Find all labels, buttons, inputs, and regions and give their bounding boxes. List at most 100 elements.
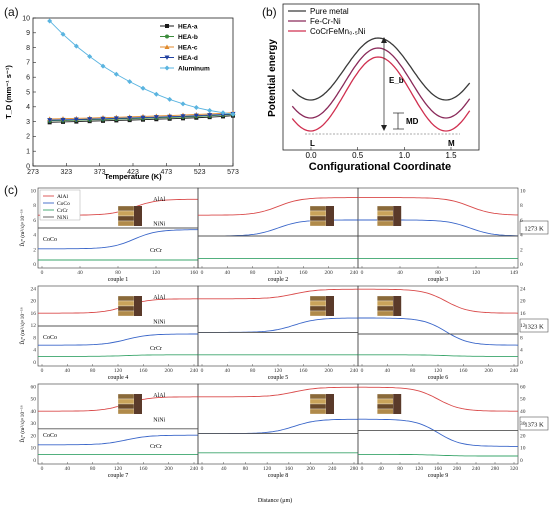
layer-side: [326, 206, 334, 226]
y-tick-label-right: 10: [520, 188, 526, 194]
y-tick-label: 3: [26, 119, 30, 126]
x-tick-label: 40: [397, 270, 403, 276]
panel-a-label: (a): [4, 5, 19, 19]
y-tick-label: 10: [31, 446, 37, 452]
layer: [117, 305, 135, 312]
curve-labels: AlAl NiNi CoCo CrCr: [43, 393, 166, 450]
y-tick-label: 60: [31, 384, 37, 390]
data-point: [60, 117, 66, 123]
layer: [309, 305, 327, 312]
panel-b-curves: [291, 37, 471, 132]
curve-crcr: [358, 453, 518, 457]
y-tick-label: 40: [31, 409, 37, 415]
eb-arrow-head-down: [381, 125, 387, 131]
diffusion-couple-icon: [117, 295, 142, 317]
y-tick-label-right: 0: [520, 458, 523, 464]
y-tick-label-right: 0: [520, 262, 523, 268]
couple-label: couple 4: [108, 375, 129, 381]
data-point: [230, 111, 236, 117]
y-tick-label: 10: [31, 188, 37, 194]
diffusion-couple-icon: [377, 205, 402, 227]
y-tick-label: 20: [31, 299, 37, 305]
layer: [117, 408, 135, 415]
x-tick-label: 280: [350, 466, 359, 472]
data-point: [207, 113, 213, 118]
layer: [377, 393, 394, 400]
x-tick-label: 0.0: [305, 151, 317, 160]
x-tick-label: 0: [41, 466, 44, 472]
diffusion-couple-icon: [117, 205, 142, 227]
legend-label: Pure metal: [310, 7, 349, 16]
y-tick-label: 2: [26, 134, 30, 141]
curve-coco: [38, 333, 198, 346]
legend-box: [39, 189, 81, 221]
diffusion-couple-icon: [309, 205, 334, 227]
data-point: [140, 115, 146, 121]
x-tick-label: 40: [385, 368, 391, 374]
y-tick-label-right: 40: [520, 409, 526, 415]
layer: [117, 215, 135, 222]
legend-swatch-marker: [165, 24, 169, 28]
series-aluminum: [47, 18, 236, 117]
x-tick-label: 40: [378, 466, 384, 472]
temperature-label: 1373 K: [519, 416, 549, 431]
y-tick-label: 4: [33, 233, 36, 239]
legend-label: HEA-c: [178, 45, 198, 52]
layer: [117, 300, 135, 307]
diffusion-couple-icon: [309, 393, 334, 415]
x-tick-label: 0: [361, 466, 364, 472]
x-tick-label: 40: [225, 368, 231, 374]
panel-b-label: (b): [262, 5, 277, 19]
x-tick-label: 423: [127, 169, 139, 176]
y-tick-label: 8: [26, 45, 30, 52]
curve-label-nini: NiNi: [153, 222, 165, 228]
diffusion-couple-icon: [377, 295, 402, 317]
couple-panel: 0 40 80 120 160 200 240 couple 5: [197, 285, 358, 381]
y-tick-label: 4: [33, 348, 36, 354]
legend-label: CrCr: [57, 208, 68, 214]
curve-coco: [198, 418, 358, 435]
y-tick-label-right: 50: [520, 397, 526, 403]
panel-a-frame: [32, 17, 234, 167]
data-point: [73, 43, 79, 49]
layer: [309, 300, 327, 307]
x-tick-label: 40: [221, 466, 227, 472]
layer: [309, 215, 327, 222]
curve-alal: [358, 288, 519, 314]
series-hea-d: [47, 111, 236, 123]
curve-label-crcr: CrCr: [150, 444, 162, 450]
y-tick-label-right: 20: [520, 299, 526, 305]
x-tick-label: 373: [94, 169, 106, 176]
x-tick-label: 473: [160, 169, 172, 176]
x-tick-label: 200: [485, 368, 494, 374]
couple-panel: 0 40 80 120 149 couple 3: [357, 187, 519, 283]
couple-label: couple 9: [428, 473, 449, 479]
curve-alal: [358, 197, 518, 216]
x-tick-label: 40: [65, 466, 71, 472]
y-tick-label-right: 4: [520, 348, 523, 354]
curve-label-alal: AlAl: [153, 197, 165, 203]
legend-label: HEA-b: [178, 34, 198, 41]
layer: [377, 408, 394, 415]
y-tick-label: 0: [33, 262, 36, 268]
temperature-box: [519, 416, 549, 431]
x-tick-label: 200: [325, 270, 334, 276]
layer-side: [326, 296, 334, 316]
data-point: [113, 71, 119, 77]
layer: [309, 398, 327, 405]
couple-frame: [357, 187, 519, 269]
layer: [309, 205, 327, 212]
x-tick-label: 200: [165, 466, 174, 472]
couple-panel: 0 40 80 120 160 200 240 couple 6: [357, 285, 519, 381]
legend-label: CoCo: [57, 201, 70, 207]
x-tick-label: 160: [285, 466, 294, 472]
md-label: MD: [406, 117, 419, 126]
x-tick-label: 40: [77, 270, 83, 276]
y-tick-label-right: 16: [520, 311, 526, 317]
x-tick-label: 80: [250, 368, 256, 374]
layer: [309, 403, 327, 410]
x-tick-label: 0: [361, 270, 364, 276]
layer: [309, 220, 327, 227]
temperature-text: 1373 K: [524, 422, 544, 429]
layer-side: [393, 394, 402, 414]
